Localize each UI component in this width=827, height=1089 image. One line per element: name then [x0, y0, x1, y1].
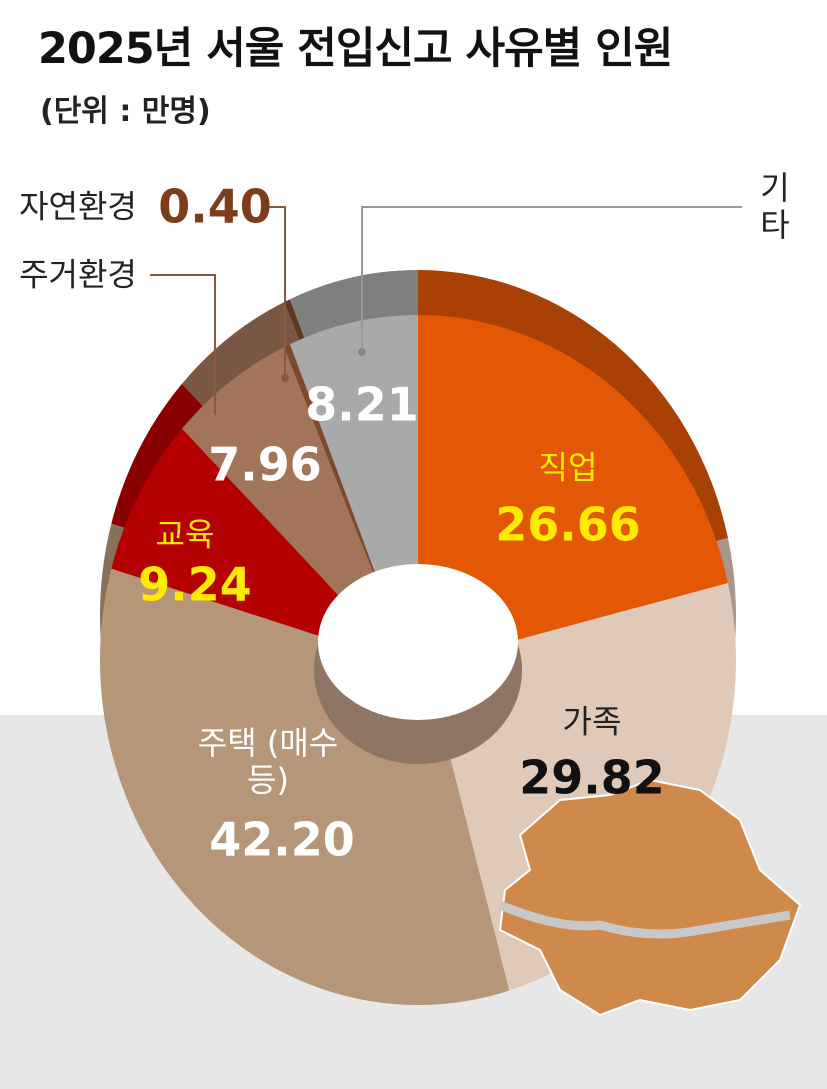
slice [284, 344, 378, 581]
category-label: 기타 [760, 169, 790, 244]
value-label: 7.96 [208, 437, 322, 492]
slice [111, 428, 344, 637]
value-label: 8.21 [305, 377, 419, 432]
value-label: 29.82 [519, 750, 665, 805]
slice [289, 315, 418, 580]
leader-lines [150, 206, 742, 415]
value-label: 26.66 [495, 497, 641, 552]
category-label: 교육 [155, 515, 215, 554]
slice [99, 568, 510, 1005]
leader-line [150, 274, 216, 415]
slice [181, 347, 376, 602]
leader-line [268, 206, 286, 375]
leader-dot [281, 374, 289, 382]
han-river [498, 900, 791, 939]
leader-line [361, 206, 742, 352]
chart-subtitle: (단위 : 만명) [40, 94, 211, 129]
value-label: 9.24 [138, 557, 252, 612]
category-label: 가족 [562, 702, 622, 741]
value-label: 42.20 [209, 812, 355, 867]
value-label: 0.40 [158, 179, 272, 234]
category-label: 직업 [538, 448, 598, 487]
slice [418, 315, 728, 641]
category-label: 주거환경 [19, 255, 137, 294]
hole [318, 564, 518, 720]
leader-dot [358, 348, 366, 356]
chart-title: 2025년 서울 전입신고 사유별 인원 [38, 24, 673, 74]
slices [99, 270, 737, 1005]
category-label: 자연환경 [19, 187, 137, 226]
category-label: 주택 (매수 등) [197, 724, 339, 799]
seoul-map [498, 778, 802, 1017]
